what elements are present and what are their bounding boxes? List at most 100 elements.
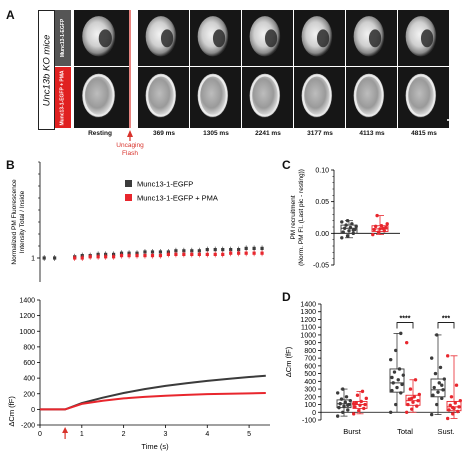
c-box-pma-point (373, 224, 378, 229)
nucleus-shadow (212, 29, 226, 48)
c-box-egfp-point (345, 234, 350, 238)
d-box-total-pma-point (408, 387, 413, 391)
b-bottom-y-axis-tick-label: 800 (23, 344, 35, 351)
d-box-total-egfp-point (399, 331, 403, 336)
b-top-point-s2 (119, 254, 124, 258)
b-bottom-x-tick-label: 3 (164, 431, 168, 438)
c-box-egfp-point (345, 218, 350, 223)
d-box-sust-egfp-point (440, 383, 444, 387)
b-top-point-s3 (53, 256, 57, 260)
b-bottom-x-tick-label: 1 (80, 431, 84, 438)
membrane-ring (250, 74, 280, 117)
b-top-point-s2 (88, 255, 92, 259)
b-bottom-y-axis-tick-label: 1200 (19, 313, 35, 320)
time-label-2: 1305 ms (203, 130, 229, 137)
d-box-sust-pma-point (446, 416, 450, 421)
d-box-burst-egfp-point (343, 400, 347, 404)
d-box-total-egfp-point (399, 391, 403, 395)
mouse-genotype-label: Unc13b KO mice (38, 10, 55, 130)
b-top-point-s2 (104, 255, 108, 259)
row-label-pma: Munc13-1-EGFP + PMA (55, 67, 71, 128)
c-box-pma-point (375, 213, 379, 218)
b-top-point-s2 (237, 251, 241, 255)
d-box-sust-pma-box (446, 400, 462, 412)
c-y-label: PM recruitment(Norm. PM FI. (Last pic - … (290, 169, 305, 266)
b-legend-label-1: Munc13-1-EGFP (137, 180, 193, 189)
b-top-point-s2 (96, 255, 100, 259)
b-top-y-axis-tick-label: 1 (31, 256, 35, 263)
uncaging-flash-label: Uncaging Flash (105, 142, 155, 158)
c-box-egfp-point (342, 226, 347, 230)
nucleus-shadow (160, 29, 174, 48)
b-top-point-s2 (182, 252, 186, 256)
c-box-egfp-point (351, 231, 356, 236)
b-top-point-s1 (260, 246, 264, 250)
d-y-axis: -100010020030040050060070080090010001100… (300, 302, 322, 425)
d-category-label: Sust. (437, 427, 454, 436)
d-box-sust-pma-point (454, 383, 459, 387)
c-box-pma-point (381, 226, 385, 230)
d-box-total-egfp-point (395, 385, 399, 390)
d-box-burst-egfp-point (344, 395, 349, 399)
image-frames (74, 10, 449, 128)
d-box-total-pma-point (415, 404, 419, 408)
nucleus-shadow (316, 29, 330, 48)
d-box-burst-pma-point (362, 406, 366, 411)
d-box-burst-pma-point (357, 409, 361, 413)
nucleus-shadow (368, 29, 382, 48)
b-bottom-y-axis-tick-label: 600 (23, 360, 35, 367)
b-top-point-s2 (143, 254, 147, 258)
b-top-point-s1 (197, 249, 201, 253)
b-top-point-s1 (143, 250, 147, 254)
d-box-total-egfp-point (401, 373, 405, 377)
d-box-burst-pma-point (359, 399, 363, 404)
flash-arrow-icon (127, 130, 133, 137)
b-bottom-flash-arrow-icon (62, 427, 69, 433)
d-box-total-egfp-point (389, 410, 393, 414)
c-box-pma-point (379, 224, 384, 228)
b-bottom-y-axis-tick-label: -200 (21, 423, 35, 430)
d-box-total-egfp-point (397, 367, 402, 371)
d-box-burst-egfp-point (341, 410, 345, 414)
b-top-y-label: Normalized PM FluorescenceIntensity Tota… (11, 179, 26, 265)
b-top-y-label-line1: Normalized PM Fluorescence (11, 179, 18, 265)
d-y-axis-tick-label: 1200 (300, 317, 316, 324)
b-top-point-s2 (174, 252, 178, 256)
b-top-point-s1 (190, 249, 194, 253)
c-box-pma-point (384, 225, 388, 230)
b-bottom-y-axis-tick-label: 1000 (19, 329, 35, 336)
d-box-sust-egfp-point (432, 385, 436, 390)
c-box-egfp-point (340, 220, 344, 224)
c-box-pma-point (382, 229, 387, 233)
b-top-point-s1 (221, 248, 225, 252)
d-box-burst-egfp-point (336, 414, 340, 418)
b-top-point-s1 (158, 250, 163, 254)
d-significance-label: *** (442, 316, 450, 323)
b-top-point-s2 (213, 252, 217, 256)
b-top-point-s2 (221, 252, 225, 256)
time-label-4: 3177 ms (307, 130, 333, 137)
d-box-sust-pma-point (451, 412, 455, 416)
d-y-axis-tick-label: 1400 (300, 302, 316, 309)
d-box-total-egfp-box (389, 368, 405, 393)
membrane-ring (406, 74, 436, 117)
d-box-total-egfp-point (391, 381, 395, 385)
d-box-total-egfp-point (390, 375, 394, 380)
b-top-point-s2 (244, 251, 248, 255)
nucleus-shadow (264, 29, 278, 48)
b-legend-swatch-2 (125, 194, 132, 201)
membrane-ring (198, 74, 228, 117)
b-top-point-s3 (42, 256, 46, 260)
cell-image (145, 73, 177, 118)
d-box-total-egfp-point (394, 348, 398, 353)
c-box-egfp-point (341, 230, 345, 234)
b-top-point-s2 (197, 252, 201, 256)
b-top-point-s2 (205, 252, 209, 256)
panel-b-letter: B (6, 158, 15, 172)
b-top-point-s2 (166, 252, 170, 256)
d-box-total-pma-point (416, 398, 420, 403)
c-y-axis-tick-label: 0.10 (315, 168, 329, 175)
microscopy-grid (74, 10, 459, 141)
d-y-axis-tick-label: 0 (312, 410, 316, 417)
